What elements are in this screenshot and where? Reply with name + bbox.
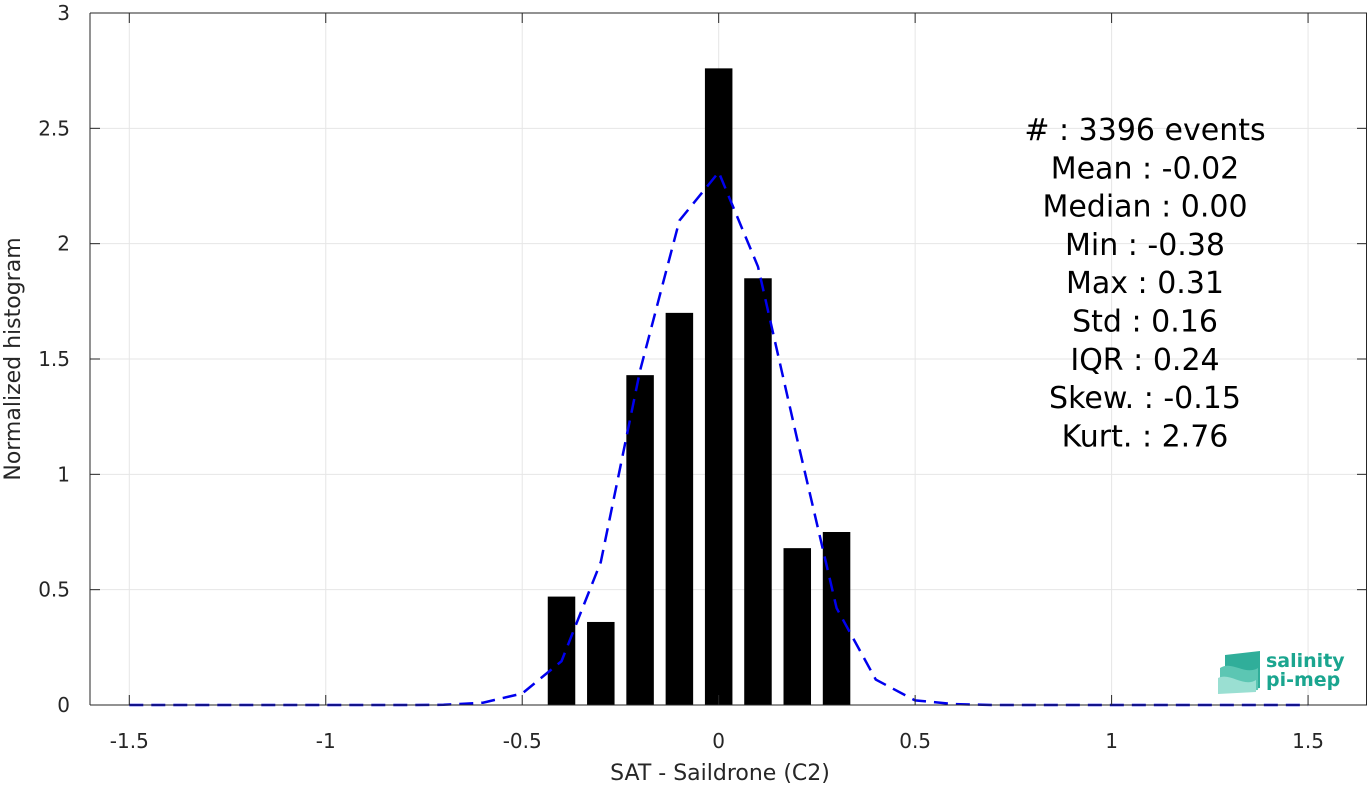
histogram-bar	[547, 596, 576, 705]
x-tick-label: -1	[316, 729, 336, 753]
stats-line: Median : 0.00	[1042, 190, 1247, 225]
y-tick-label: 1	[57, 462, 70, 486]
stats-line: Max : 0.31	[1066, 266, 1224, 301]
y-tick-label: 2.5	[38, 116, 70, 140]
y-tick-label: 2	[57, 232, 70, 256]
x-tick-labels: -1.5 -1 -0.5 0 0.5 1 1.5	[110, 729, 1324, 753]
stats-line: Kurt. : 2.76	[1062, 419, 1229, 454]
stats-line: Skew. : -0.15	[1049, 381, 1241, 416]
y-tick-labels: 0 0.5 1 1.5 2 2.5 3	[38, 1, 70, 717]
x-tick-label: 0	[712, 729, 725, 753]
y-tick-label: 0	[57, 693, 70, 717]
histogram-bar	[626, 375, 654, 705]
histogram-bars	[547, 68, 851, 706]
histogram-bar	[822, 532, 851, 705]
histogram-bar	[587, 621, 615, 705]
x-tick-label: 1	[1105, 729, 1118, 753]
y-tick-label: 3	[57, 1, 70, 25]
y-tick-label: 0.5	[38, 578, 70, 602]
stats-line: Mean : -0.02	[1051, 151, 1240, 186]
logo-wave-icon	[1218, 651, 1260, 694]
y-tick-label: 1.5	[38, 347, 70, 371]
histogram-bar	[665, 312, 694, 705]
x-tick-label: -1.5	[110, 729, 149, 753]
stats-line: Min : -0.38	[1065, 228, 1225, 263]
stats-line: Std : 0.16	[1072, 305, 1218, 340]
x-tick-label: -0.5	[503, 729, 542, 753]
histogram-bar	[783, 548, 812, 705]
stats-line: # : 3396 events	[1024, 113, 1265, 148]
logo-text-salinity: salinity	[1266, 650, 1345, 672]
histogram-bar	[704, 68, 733, 706]
logo-text-pi-mep: pi-mep	[1266, 669, 1340, 691]
histogram-bar	[744, 278, 772, 705]
x-tick-label: 1.5	[1292, 729, 1324, 753]
y-axis-label: Normalized histogram	[1, 237, 26, 480]
x-axis-label: SAT - Saildrone (C2)	[610, 761, 830, 785]
x-tick-label: 0.5	[899, 729, 931, 753]
salinity-pi-mep-logo: salinity pi-mep	[1218, 650, 1345, 694]
stats-line: IQR : 0.24	[1070, 343, 1219, 378]
